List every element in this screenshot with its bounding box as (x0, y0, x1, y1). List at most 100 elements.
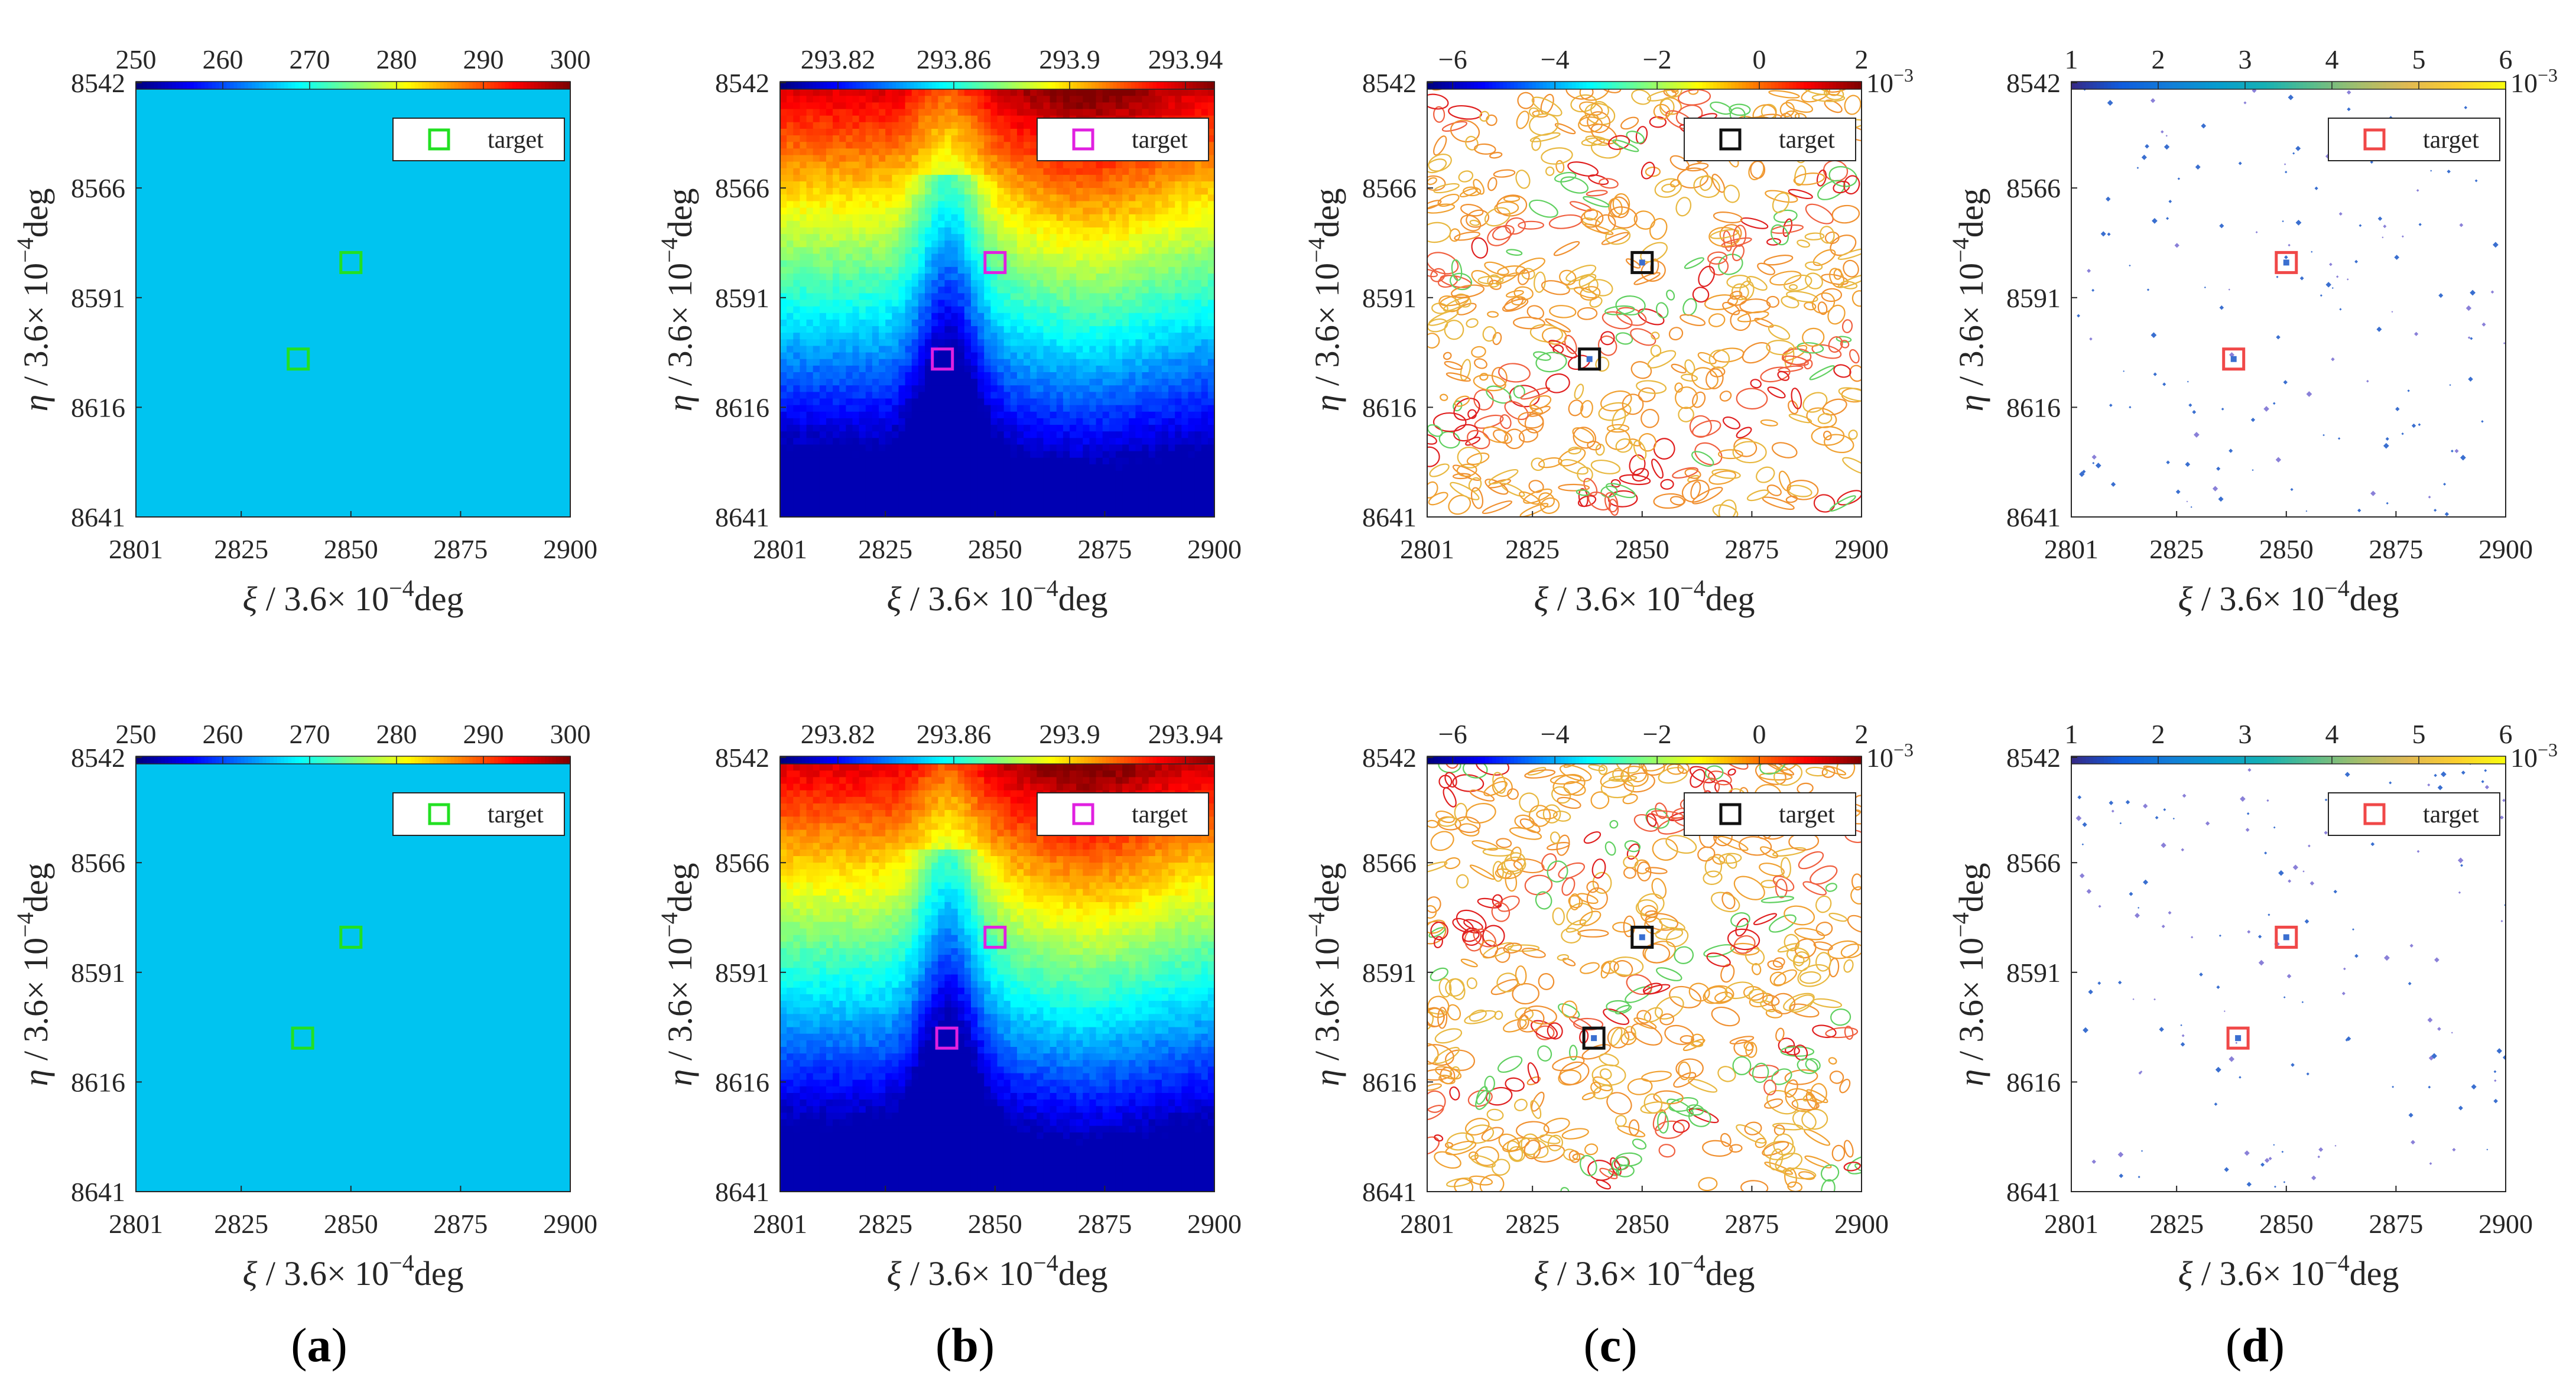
heatmap-cell-b1 (1070, 266, 1077, 274)
heatmap-cell-b1 (1109, 273, 1116, 281)
heatmap-cell-b1 (872, 451, 879, 458)
heatmap-cell-b1 (1102, 300, 1110, 307)
heatmap-cell-b1 (1043, 326, 1051, 333)
heatmap-cell-b1 (1030, 89, 1037, 96)
heatmap-cell-b1 (977, 142, 985, 149)
heatmap-cell-b1 (1194, 194, 1202, 202)
heatmap-cell-b1 (1207, 326, 1214, 333)
heatmap-cell-b1 (879, 346, 886, 353)
x-tick-label-b1: 2801 (753, 534, 807, 564)
heatmap-cell-b1 (852, 247, 860, 255)
heatmap-cell-b1 (780, 444, 787, 452)
heatmap-cell-b1 (905, 174, 912, 182)
heatmap-cell-b1 (793, 115, 801, 123)
heatmap-cell-b1 (885, 385, 892, 393)
heatmap-cell-b1 (852, 471, 860, 478)
heatmap-cell-b1 (1096, 471, 1103, 478)
heatmap-cell-b1 (826, 214, 833, 222)
heatmap-cell-b1 (1135, 471, 1143, 478)
heatmap-cell-b1 (819, 266, 827, 274)
colorbar-cell-b1 (1026, 82, 1031, 89)
heatmap-cell-b1 (892, 227, 899, 235)
heatmap-cell-b1 (1135, 247, 1143, 255)
heatmap-cell-b1 (898, 253, 906, 261)
contour-line-c1 (1503, 195, 1521, 203)
heatmap-cell-b1 (1175, 201, 1182, 209)
heatmap-cell-b1 (892, 385, 899, 393)
heatmap-cell-b1 (1089, 425, 1097, 432)
heatmap-cell-b1 (1175, 431, 1182, 438)
heatmap-cell-b1 (872, 425, 879, 432)
contour-line-c1 (1636, 380, 1667, 394)
heatmap-cell-b1 (806, 201, 814, 209)
heatmap-cell-b1 (1102, 503, 1110, 511)
heatmap-cell-b1 (1076, 220, 1083, 228)
legend-box-b1 (1037, 118, 1209, 161)
heatmap-cell-b1 (905, 300, 912, 307)
heatmap-cell-b1 (1188, 313, 1196, 320)
heatmap-cell-b1 (997, 207, 1005, 215)
heatmap-cell-b1 (957, 122, 965, 129)
heatmap-cell-b1 (793, 174, 801, 182)
heatmap-cell-b1 (826, 188, 833, 195)
heatmap-cell-b1 (892, 339, 899, 347)
heatmap-cell-b1 (1003, 477, 1011, 484)
heatmap-cell-b1 (787, 155, 794, 162)
heatmap-cell-b1 (1102, 425, 1110, 432)
heatmap-cell-b1 (1135, 510, 1143, 517)
contour-line-c1 (1573, 427, 1597, 449)
heatmap-cell-b1 (859, 293, 866, 301)
heatmap-cell-b1 (1056, 188, 1064, 195)
heatmap-cell-b1 (990, 280, 998, 287)
colorbar-cell-b1 (917, 82, 922, 89)
heatmap-cell-b1 (931, 352, 938, 360)
heatmap-cell-b1 (1016, 392, 1024, 399)
heatmap-cell-b1 (1016, 438, 1024, 445)
heatmap-cell-b1 (951, 451, 959, 458)
heatmap-cell-b1 (780, 266, 787, 274)
colorbar-cell-b1 (1015, 82, 1020, 89)
heatmap-cell-b1 (1135, 300, 1143, 307)
contour-line-c1 (1473, 374, 1506, 392)
heatmap-cell-b1 (1016, 234, 1024, 241)
heatmap-cell-b1 (1155, 451, 1162, 458)
heatmap-cell-b1 (925, 181, 932, 188)
colorbar-cell-a1 (339, 82, 343, 89)
heatmap-cell-b1 (938, 214, 946, 222)
heatmap-cell-b1 (1168, 300, 1175, 307)
heatmap-cell-b1 (846, 359, 853, 366)
heatmap-cell-b1 (1024, 319, 1031, 327)
heatmap-cell-b1 (852, 425, 860, 432)
heatmap-cell-b1 (1135, 181, 1143, 188)
heatmap-cell-b1 (806, 115, 814, 123)
contour-line-c1 (1675, 197, 1692, 217)
heatmap-cell-b1 (885, 319, 892, 327)
heatmap-cell-b1 (1076, 471, 1083, 478)
heatmap-cell-b1 (1207, 227, 1214, 235)
heatmap-cell-b1 (1115, 214, 1123, 222)
heatmap-cell-b1 (1201, 451, 1209, 458)
heatmap-cell-b1 (885, 142, 892, 149)
heatmap-cell-b1 (1016, 333, 1024, 340)
colorbar-cell-b1 (794, 82, 799, 89)
heatmap-cell-b1 (865, 306, 873, 314)
heatmap-cell-b1 (1122, 214, 1129, 222)
heatmap-cell-b1 (806, 484, 814, 492)
heatmap-cell-b1 (905, 220, 912, 228)
contour-line-c1 (1590, 138, 1621, 159)
heatmap-cell-b1 (1070, 385, 1077, 393)
heatmap-cell-b1 (1070, 234, 1077, 241)
heatmap-cell-b1 (872, 115, 879, 123)
colorbar-cell-b1 (921, 82, 925, 89)
heatmap-cell-b1 (1102, 201, 1110, 209)
heatmap-cell-b1 (859, 418, 866, 425)
heatmap-cell-b1 (964, 214, 972, 222)
heatmap-cell-b1 (918, 220, 925, 228)
heatmap-cell-b1 (951, 293, 959, 301)
heatmap-cell-b1 (839, 122, 846, 129)
heatmap-cell-b1 (977, 135, 985, 142)
colorbar-cell-a1 (150, 82, 155, 89)
heatmap-cell-b1 (839, 418, 846, 425)
heatmap-cell-b1 (1076, 227, 1083, 235)
heatmap-cell-b1 (1102, 220, 1110, 228)
